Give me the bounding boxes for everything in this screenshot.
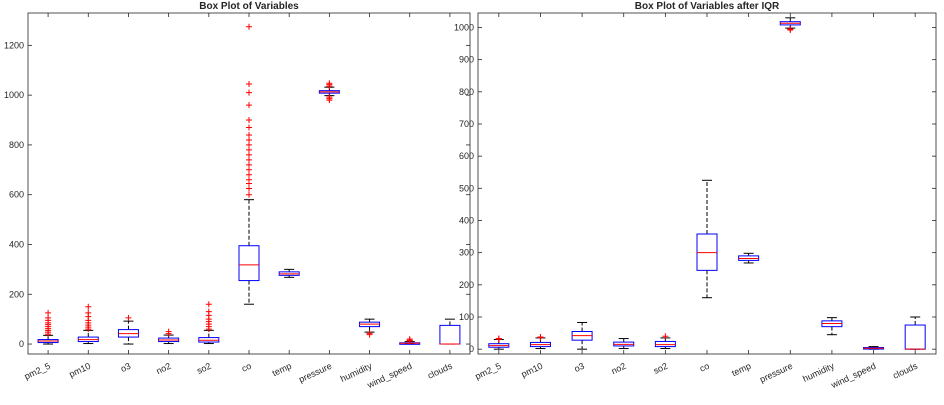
y-tick-label: 300	[459, 248, 474, 258]
x-tick-label: temp	[730, 361, 752, 379]
outlier-point	[366, 330, 373, 337]
box-temp	[278, 268, 300, 278]
box-so2	[198, 301, 220, 345]
outlier-point	[246, 131, 252, 138]
outlier-point	[326, 80, 333, 87]
y-tick-label: 200	[9, 289, 24, 299]
y-tick-label: 1200	[4, 40, 24, 50]
x-tick-label: pm10	[67, 361, 92, 380]
box-pm10	[529, 333, 551, 350]
outlier-point	[326, 94, 333, 101]
outlier-point	[246, 124, 252, 131]
y-tick-label: 800	[9, 140, 24, 150]
outlier-point	[246, 89, 252, 96]
box-temp	[738, 252, 760, 264]
box-o3	[571, 321, 593, 350]
y-tick-label: 800	[459, 87, 474, 97]
y-tick-label: 1000	[4, 90, 24, 100]
box-clouds	[439, 318, 461, 345]
outlier-point	[205, 301, 212, 308]
box-pressure	[318, 80, 340, 104]
x-tick-label: so2	[652, 361, 669, 376]
outlier-point	[537, 333, 544, 340]
box-humidity	[821, 317, 843, 336]
x-tick-label: temp	[271, 361, 293, 379]
box-co	[238, 23, 260, 305]
outlier-point	[205, 308, 212, 315]
box-wind_speed	[399, 336, 421, 345]
x-tick-label: o3	[119, 361, 132, 374]
box-clouds	[904, 316, 926, 350]
outlier-point	[246, 80, 252, 87]
box-o3	[117, 314, 139, 345]
outlier-point	[85, 309, 92, 316]
outlier-point	[662, 333, 669, 340]
y-tick-label: 200	[459, 280, 474, 290]
x-tick-label: pressure	[297, 361, 333, 385]
iqr-box	[439, 324, 461, 345]
y-tick-label: 600	[9, 190, 24, 200]
outlier-point	[246, 23, 252, 30]
chart-panel-left: Box Plot of Variables 020040060080010001…	[4, 1, 471, 391]
y-tick-label: 1000	[454, 22, 474, 32]
box-wind_speed	[863, 346, 885, 350]
box-no2	[158, 328, 180, 345]
iqr-box	[904, 324, 926, 350]
chart-title: Box Plot of Variables after IQR	[635, 1, 780, 12]
x-tick-label: o3	[573, 361, 586, 374]
outlier-point	[246, 191, 252, 198]
x-tick-label: wind_speed	[829, 361, 878, 391]
outlier-point	[85, 303, 92, 310]
x-tick-label: pm2_5	[473, 361, 502, 382]
y-tick-label: 900	[459, 55, 474, 65]
box-no2	[613, 338, 635, 350]
x-tick-label: co	[698, 361, 711, 374]
box-pm2_5	[37, 309, 59, 345]
outlier-point	[246, 102, 252, 109]
chart-title: Box Plot of Variables	[199, 1, 299, 12]
outlier-point	[165, 328, 172, 335]
x-tick-label: co	[240, 361, 253, 374]
y-tick-label: 0	[19, 339, 24, 349]
box-so2	[654, 333, 676, 350]
y-tick-label: 100	[459, 312, 474, 322]
y-tick-label: 400	[459, 215, 474, 225]
outlier-point	[495, 335, 502, 342]
x-tick-label: clouds	[426, 361, 454, 381]
outlier-point	[125, 314, 132, 321]
outlier-point	[787, 26, 794, 33]
x-tick-label: pm2_5	[23, 361, 52, 382]
outlier-point	[45, 309, 52, 316]
x-tick-label: pressure	[758, 361, 794, 385]
outlier-point	[246, 117, 252, 124]
x-tick-label: wind_speed	[365, 361, 414, 391]
box-pm10	[77, 303, 99, 345]
x-tick-label: clouds	[891, 361, 919, 381]
x-tick-label: no2	[610, 361, 628, 376]
iqr-box	[654, 340, 676, 348]
x-tick-label: pm10	[520, 361, 545, 380]
iqr-box	[238, 245, 260, 282]
outlier-point	[406, 336, 413, 343]
x-tick-label: no2	[155, 361, 173, 376]
box-pm2_5	[488, 335, 510, 350]
y-tick-label: 600	[459, 151, 474, 161]
box-co	[696, 179, 718, 299]
box-humidity	[359, 318, 381, 338]
x-tick-label: so2	[195, 361, 212, 376]
y-tick-label: 0	[469, 344, 474, 354]
chart-panel-right: Box Plot of Variables after IQR 0 100 200 3…	[454, 1, 937, 391]
box-pressure	[779, 17, 801, 34]
y-tick-label: 700	[459, 119, 474, 129]
y-tick-label: 500	[459, 183, 474, 193]
y-tick-label: 400	[9, 239, 24, 249]
